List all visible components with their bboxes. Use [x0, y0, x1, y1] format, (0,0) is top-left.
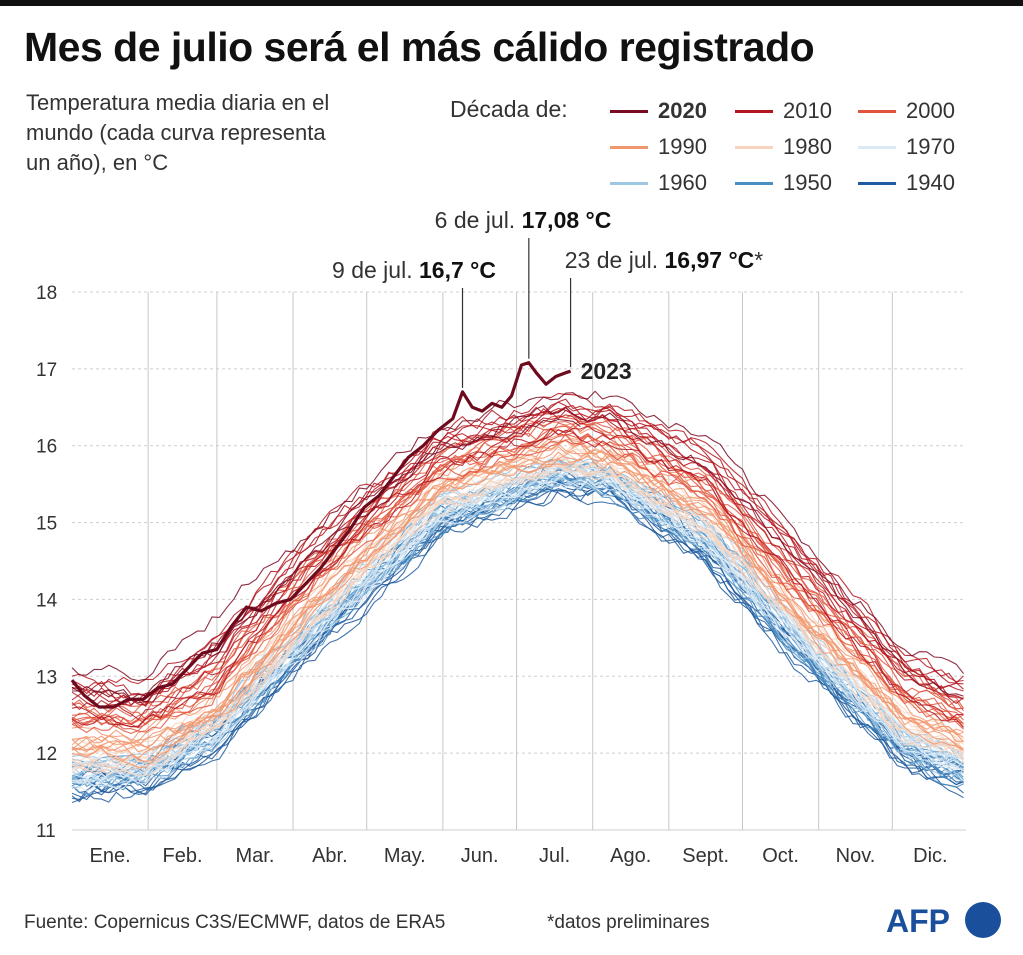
y-tick-label: 14 — [36, 590, 58, 611]
legend-swatch — [858, 109, 896, 113]
y-tick-label: 16 — [36, 437, 57, 458]
month-label: Jul. — [539, 845, 570, 867]
legend-swatch — [610, 181, 648, 185]
year-curve-1990 — [71, 438, 964, 748]
temperature-chart: 11 12 13 14 15 16 17 18 Ene. Feb. Mar. Abr. May. Jun.… — [36, 207, 966, 867]
year-curve-1950 — [71, 477, 964, 788]
month-label: Feb. — [163, 845, 203, 867]
y-tick-label: 11 — [36, 821, 56, 842]
month-label: Mar. — [236, 845, 275, 867]
legend-item-1960: 1960 — [610, 168, 707, 198]
legend-item-1980: 1980 — [735, 132, 832, 162]
chart-subtitle: Temperatura media diaria en el mundo (ca… — [26, 90, 330, 175]
annotation-suffix: * — [754, 247, 763, 273]
year-curve-1990 — [71, 451, 964, 756]
year-curve-2020 — [71, 390, 964, 682]
year-curve-1980 — [71, 465, 964, 771]
series-2023-label: 2023 — [581, 358, 632, 384]
year-curve-1940 — [71, 489, 964, 803]
top-bar — [0, 0, 1023, 6]
plot-area: 11 12 13 14 15 16 17 18 Ene. Feb. Mar. Abr. May. Jun.… — [36, 207, 966, 867]
legend-label: 2000 — [906, 98, 955, 123]
legend-item-2010: 2010 — [735, 96, 832, 126]
legend-label: 1940 — [906, 170, 955, 195]
year-curve-1980 — [71, 463, 964, 777]
legend-item-2020: 2020 — [610, 96, 707, 126]
annotation-value: 17,08 °C — [522, 207, 612, 233]
annotation-date: 23 de jul. — [565, 247, 665, 273]
year-curve-2000 — [71, 421, 964, 728]
year-curve-1940 — [71, 475, 964, 795]
annotation-value: 16,97 °C — [665, 247, 755, 273]
legend-label: 1980 — [783, 134, 832, 159]
year-curve-1990 — [71, 449, 964, 763]
y-tick-label: 15 — [36, 514, 57, 535]
y-tick-label: 17 — [36, 360, 57, 381]
annotation-label: 23 de jul. 16,97 °C* — [565, 247, 764, 273]
year-curve-2020 — [72, 405, 964, 700]
month-label: Ene. — [89, 845, 130, 867]
legend-item-1940: 1940 — [858, 168, 955, 198]
month-label: May. — [384, 845, 426, 867]
year-curve-1990 — [71, 438, 964, 753]
legend-label: 2010 — [783, 98, 832, 123]
legend-label: 1950 — [783, 170, 832, 195]
legend-heading: Década de: — [450, 96, 568, 122]
month-label: Sept. — [682, 845, 729, 867]
y-tick-label: 12 — [36, 744, 57, 765]
year-curve-2010 — [71, 427, 964, 728]
month-label: Ago. — [610, 845, 651, 867]
series-2023-line — [70, 361, 572, 709]
year-curve-2000 — [71, 424, 964, 722]
year-curve-1990 — [71, 443, 964, 759]
annotation-label: 9 de jul. 16,7 °C — [332, 257, 496, 283]
preliminary-note: *datos preliminares — [547, 912, 710, 933]
year-curve-2010 — [71, 409, 964, 706]
legend-swatch — [735, 145, 773, 149]
month-label: Dic. — [913, 845, 947, 867]
annotation-label: 6 de jul. 17,08 °C — [435, 207, 612, 233]
legend-swatch — [610, 109, 648, 113]
year-curve-1970 — [71, 461, 964, 783]
year-curve-1950 — [71, 478, 964, 788]
year-curve-1950 — [71, 476, 964, 787]
afp-logo: AFP — [886, 902, 1001, 939]
year-curve-2010 — [71, 392, 964, 688]
legend-label: 1960 — [658, 170, 707, 195]
legend-item-1990: 1990 — [610, 132, 707, 162]
legend-item-2000: 2000 — [858, 96, 955, 126]
afp-logo-text: AFP — [886, 903, 950, 939]
legend-swatch — [610, 145, 648, 149]
legend-item-1950: 1950 — [735, 168, 832, 198]
year-curve-2000 — [71, 433, 964, 725]
year-curve-2010 — [71, 414, 964, 721]
legend-label: 1990 — [658, 134, 707, 159]
annotation-date: 9 de jul. — [332, 257, 419, 283]
year-curve-2010 — [71, 425, 964, 728]
y-tick-label: 18 — [36, 283, 57, 304]
month-label: Jun. — [461, 845, 499, 867]
legend-swatch — [858, 145, 896, 149]
year-curve-1980 — [71, 464, 964, 774]
month-label: Nov. — [836, 845, 876, 867]
legend-swatch — [858, 181, 896, 185]
legend-label: 1970 — [906, 134, 955, 159]
afp-logo-dot — [965, 902, 1001, 938]
month-label: Abr. — [312, 845, 348, 867]
year-curve-2010 — [71, 406, 964, 706]
chart-title: Mes de julio será el más cálido registra… — [24, 24, 815, 70]
annotation-value: 16,7 °C — [419, 257, 496, 283]
month-label: Oct. — [762, 845, 799, 867]
annotation-date: 6 de jul. — [435, 207, 522, 233]
legend-swatch — [735, 109, 773, 113]
legend-swatch — [735, 181, 773, 185]
legend-item-1970: 1970 — [858, 132, 955, 162]
year-curve-1970 — [71, 471, 964, 789]
year-curve-2020 — [71, 418, 581, 704]
year-curves — [71, 390, 964, 804]
y-tick-label: 13 — [36, 667, 57, 688]
legend-label: 2020 — [658, 98, 707, 123]
source-note: Fuente: Copernicus C3S/ECMWF, datos de E… — [24, 912, 446, 933]
legend: Década de: 2020 2010 2000 1990 1980 1970 1960 1… — [450, 96, 1010, 206]
